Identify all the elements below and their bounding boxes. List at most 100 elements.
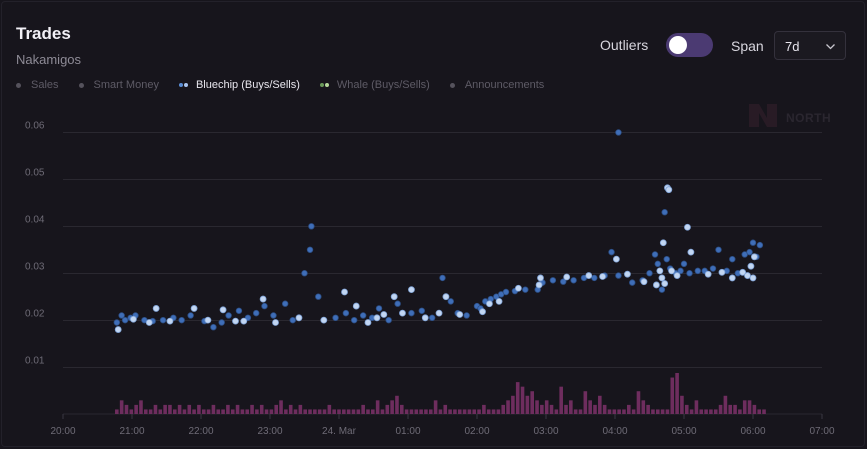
volume-bar: [554, 409, 559, 414]
sell-point: [380, 311, 388, 318]
y-tick-label: 0.03: [25, 262, 45, 273]
sell-point: [718, 268, 726, 276]
buy-point: [658, 286, 666, 293]
volume-bar: [699, 409, 704, 414]
sell-point: [673, 272, 681, 279]
volume-bar: [511, 395, 515, 414]
buy-point: [570, 277, 577, 284]
sell-point: [659, 239, 667, 247]
volume-bar: [646, 404, 650, 414]
toggle-knob: [669, 36, 687, 54]
buy-point: [306, 246, 314, 253]
legend-item-smart-money[interactable]: Smart Money: [78, 79, 159, 91]
sell-point: [750, 253, 758, 261]
sell-point: [373, 314, 381, 322]
buy-point: [261, 302, 268, 310]
sell-point: [364, 319, 372, 326]
volume-bar: [124, 404, 129, 414]
bluechip-dots-icon: [178, 83, 189, 87]
buy-point: [686, 270, 693, 277]
x-tick-label: 20:00: [50, 426, 75, 437]
volume-bar: [525, 395, 530, 414]
buy-point: [591, 274, 598, 282]
buy-point: [629, 279, 636, 286]
buy-point: [654, 260, 661, 268]
volume-bar: [569, 400, 573, 414]
buy-point: [332, 314, 339, 322]
volume-bar: [515, 382, 520, 414]
volume-bar: [482, 404, 486, 414]
y-tick-label: 0.06: [25, 121, 45, 132]
buy-point: [375, 305, 383, 312]
volume-bar: [172, 409, 177, 414]
volume-bar: [197, 404, 201, 414]
buy-point: [447, 298, 454, 305]
volume-bar: [404, 409, 409, 414]
x-tick-label: 07:00: [809, 426, 834, 437]
buy-point: [715, 246, 722, 253]
volume-bar: [221, 409, 225, 414]
volume-bar: [612, 409, 617, 414]
volume-bar: [573, 409, 578, 414]
volume-bar: [134, 404, 138, 414]
collection-name: Nakamigos: [16, 52, 82, 67]
volume-bar: [723, 395, 728, 414]
x-tick-label: 06:00: [740, 426, 765, 437]
legend-label-bluechip: Bluechip (Buys/Sells): [195, 79, 300, 91]
buy-point: [418, 307, 425, 314]
page-title: Trades: [16, 24, 71, 43]
sell-point: [612, 255, 620, 263]
volume-bar: [448, 409, 452, 414]
volume-bar: [762, 409, 766, 414]
volume-bar: [322, 409, 327, 414]
volume-bar: [255, 409, 259, 414]
volume-bar: [443, 404, 448, 414]
volume-bar: [235, 404, 240, 414]
sell-point: [219, 306, 227, 314]
volume-bar: [409, 409, 414, 414]
volume-bar: [559, 386, 563, 414]
volume-bar: [684, 404, 689, 414]
buy-point: [113, 319, 121, 326]
sell-point: [320, 316, 328, 324]
volume-bar: [163, 404, 167, 414]
volume-bar: [540, 404, 544, 414]
buy-point: [646, 270, 653, 277]
volume-bar: [298, 404, 303, 414]
volume-bar: [375, 400, 380, 414]
sell-point: [152, 305, 160, 312]
volume-bar: [506, 400, 510, 414]
volume-bar: [342, 409, 346, 414]
volume-bar: [288, 404, 293, 414]
volume-bar: [158, 409, 163, 414]
volume-bar: [549, 404, 554, 414]
volume-bar: [530, 391, 534, 414]
volume-bar: [226, 404, 230, 414]
legend-item-whale[interactable]: Whale (Buys/Sells): [319, 79, 430, 91]
sell-point: [190, 305, 198, 312]
sell-point: [232, 317, 239, 325]
buy-point: [729, 255, 736, 263]
buy-point: [756, 241, 764, 249]
buy-point: [187, 312, 194, 319]
volume-bar: [274, 404, 279, 414]
whale-dots-icon: [319, 83, 330, 87]
span-select[interactable]: 7d: [774, 31, 846, 60]
sell-point: [272, 319, 279, 326]
volume-bar: [738, 409, 742, 414]
volume-bar: [457, 409, 462, 414]
legend-item-announcements[interactable]: Announcements: [449, 79, 544, 91]
volume-bar: [424, 409, 428, 414]
volume-bar: [250, 404, 254, 414]
volume-bar: [216, 409, 221, 414]
buy-point: [235, 307, 243, 314]
legend-item-sales[interactable]: Sales: [16, 79, 59, 91]
volume-bar: [752, 404, 757, 414]
volume-bar: [356, 409, 361, 414]
outliers-toggle[interactable]: [666, 33, 713, 57]
volume-bar: [419, 409, 423, 414]
sell-point: [684, 223, 691, 231]
volume-bar: [670, 377, 675, 414]
legend-item-bluechip[interactable]: Bluechip (Buys/Sells): [178, 79, 300, 91]
